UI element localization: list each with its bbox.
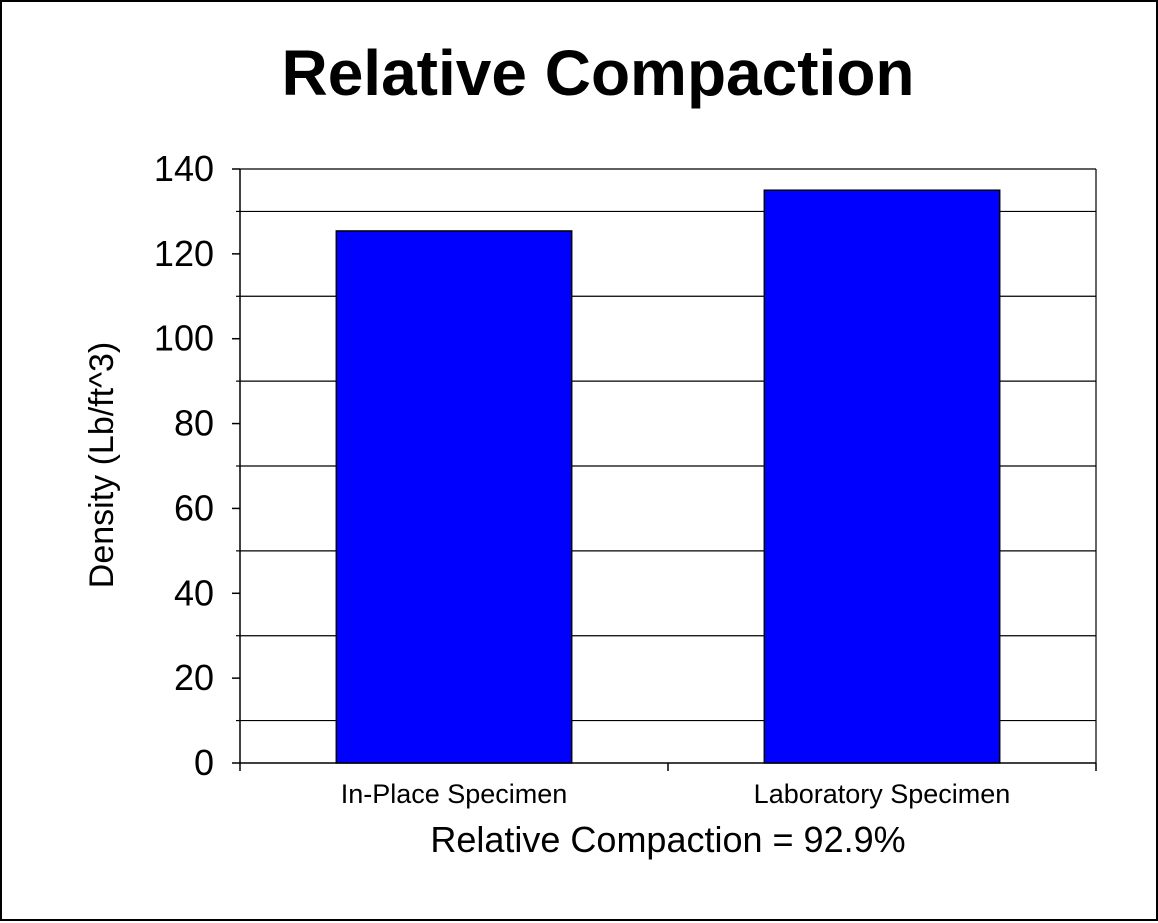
y-tick-label: 60 [174,487,214,528]
y-tick-label: 140 [154,148,214,189]
x-axis-label: Relative Compaction = 92.9% [430,819,905,860]
y-tick-label: 0 [194,742,214,783]
x-tick-label: Laboratory Specimen [754,779,1011,809]
y-tick-label: 100 [154,318,214,359]
chart-title: Relative Compaction [281,37,914,109]
bar [335,230,573,764]
plot-area: 0 20 40 60 80 100 120 140 In-Place Specimen Labor… [154,148,1097,809]
y-tick-label: 80 [174,403,214,444]
y-tick-label: 20 [174,657,214,698]
bar [763,189,1001,764]
y-tick-label: 120 [154,233,214,274]
x-tick-label: In-Place Specimen [341,779,568,809]
y-tick-label: 40 [174,572,214,613]
y-axis-label: Density (Lb/ft^3) [83,342,121,588]
